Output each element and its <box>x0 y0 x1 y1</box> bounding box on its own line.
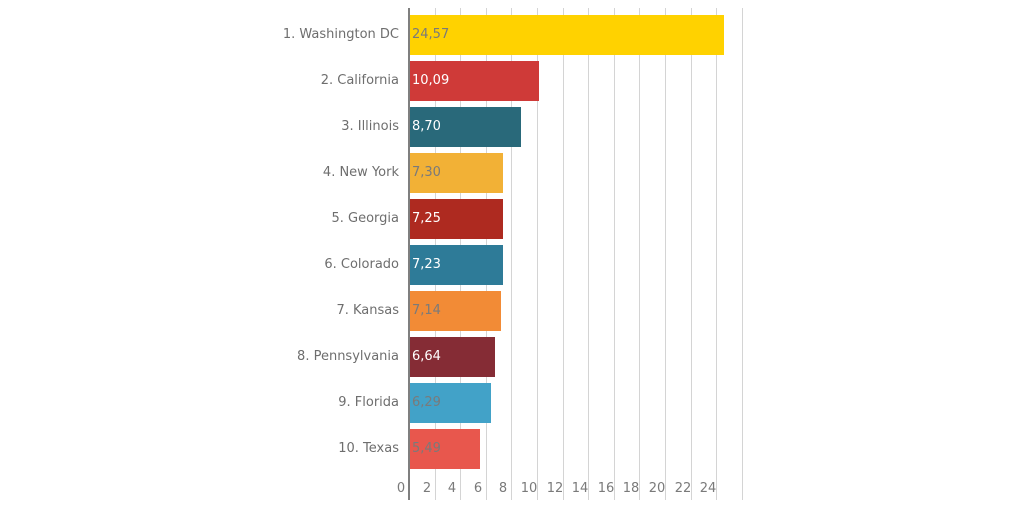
category-label: 7. Kansas <box>336 303 399 318</box>
gridline <box>563 8 564 500</box>
category-label: 4. New York <box>322 165 399 180</box>
category-label: 5. Georgia <box>331 211 399 226</box>
bar-value-label: 10,09 <box>412 73 450 88</box>
gridline <box>511 8 512 500</box>
x-tick-label: 24 <box>699 481 717 496</box>
bar: 10,09 <box>410 61 539 101</box>
gridline <box>665 8 666 500</box>
gridline <box>691 8 692 500</box>
x-tick-label: 2 <box>422 481 432 496</box>
x-tick-label: 4 <box>447 481 457 496</box>
gridline <box>614 8 615 500</box>
x-tick-label: 16 <box>597 481 615 496</box>
gridline <box>716 8 717 500</box>
x-tick-label: 20 <box>648 481 666 496</box>
bar-value-label: 7,30 <box>412 165 441 180</box>
gridline <box>639 8 640 500</box>
x-tick-label: 10 <box>520 481 538 496</box>
bar-value-label: 8,70 <box>412 119 441 134</box>
bar: 7,23 <box>410 245 503 285</box>
bar-value-label: 6,64 <box>412 349 441 364</box>
category-label: 6. Colorado <box>324 257 399 272</box>
bar: 8,70 <box>410 107 521 147</box>
category-label: 2. California <box>320 73 399 88</box>
category-label: 3. Illinois <box>341 119 399 134</box>
bar-value-label: 5,49 <box>412 441 441 456</box>
x-tick-label: 22 <box>674 481 692 496</box>
bar-value-label: 7,14 <box>412 303 441 318</box>
bar-value-label: 24,57 <box>412 27 450 42</box>
category-label: 8. Pennsylvania <box>297 349 399 364</box>
category-label: 1. Washington DC <box>282 27 399 42</box>
bar: 7,30 <box>410 153 503 193</box>
x-tick-label: 8 <box>498 481 508 496</box>
x-tick-label: 14 <box>571 481 589 496</box>
category-label: 10. Texas <box>338 441 399 456</box>
x-tick-label: 18 <box>622 481 640 496</box>
x-tick-label: 12 <box>546 481 564 496</box>
y-axis-line <box>408 8 410 500</box>
gridline <box>588 8 589 500</box>
bar: 24,57 <box>410 15 724 55</box>
bar: 7,25 <box>410 199 503 239</box>
bar: 6,64 <box>410 337 495 377</box>
bar-value-label: 6,29 <box>412 395 441 410</box>
bar-value-label: 7,23 <box>412 257 441 272</box>
bar-value-label: 7,25 <box>412 211 441 226</box>
gridline <box>537 8 538 500</box>
x-tick-label: 0 <box>396 481 406 496</box>
gridline <box>742 8 743 500</box>
bar: 7,14 <box>410 291 501 331</box>
bar: 5,49 <box>410 429 480 469</box>
x-tick-label: 6 <box>473 481 483 496</box>
bar: 6,29 <box>410 383 491 423</box>
category-label: 9. Florida <box>338 395 399 410</box>
